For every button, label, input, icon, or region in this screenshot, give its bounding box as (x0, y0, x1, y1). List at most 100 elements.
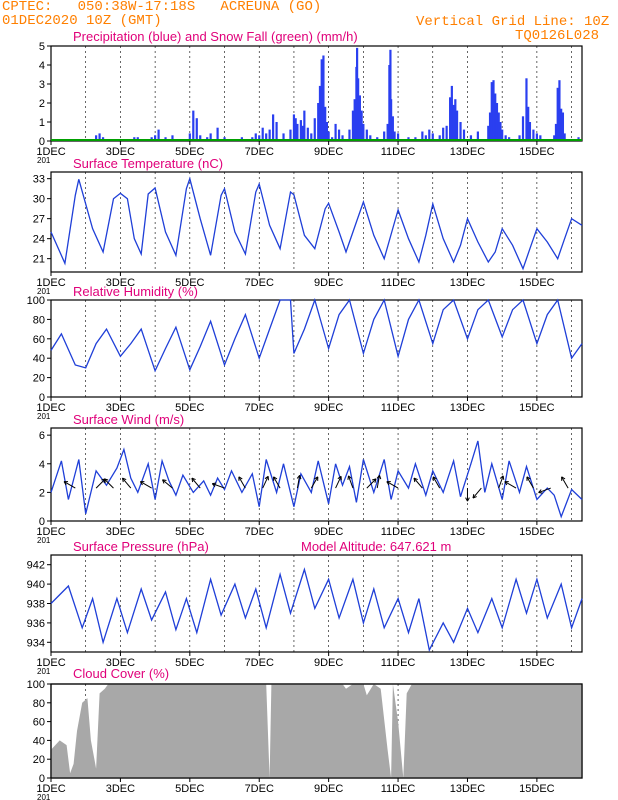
x-tick-label: 13DEC (450, 783, 486, 795)
precip-bar (334, 123, 337, 141)
precip-bar (501, 129, 504, 141)
x-tick-label: 15DEC (519, 402, 555, 414)
panel-frame (50, 171, 583, 273)
wind-arrow-head (139, 481, 143, 486)
x-tick-label: 1DEC (36, 277, 65, 289)
precip-bar (445, 125, 448, 141)
wind-arrow-head (561, 476, 566, 480)
precip-bar (272, 114, 275, 141)
wind-arrow (538, 487, 551, 494)
wind-arrow-head (465, 497, 468, 502)
panel-pressure: Surface Pressure (hPa) Model Altitude: 64… (27, 539, 583, 676)
panel-title: Precipitation (blue) and Snow Fall (gree… (73, 29, 358, 44)
y-tick-label: 0 (39, 392, 45, 404)
wind-arrow-shaft (122, 477, 132, 489)
x-tick-label: 15DEC (519, 277, 555, 289)
x-tick-label: 1DEC (36, 402, 65, 414)
x-year-label: 201 (37, 536, 51, 545)
precip-bar (313, 118, 316, 141)
precip-bar (95, 135, 98, 141)
wind-arrow-shaft (310, 476, 319, 489)
precip-bar (488, 112, 492, 141)
y-tick-label: 20 (33, 754, 45, 766)
precip-bar (268, 129, 271, 141)
wind-arrow-head (299, 475, 302, 480)
y-tick-label: 940 (27, 579, 45, 591)
x-tick-label: 13DEC (450, 146, 486, 158)
wind-arrow-shaft (526, 476, 534, 489)
y-tick-label: 40 (33, 353, 45, 365)
precip-bar (254, 133, 257, 141)
precip-bar (428, 129, 431, 141)
panel-frame-top (50, 683, 583, 779)
wind-arrow-shaft (504, 481, 517, 489)
header-grid-note: Vertical Grid Line: 10Z (416, 14, 610, 30)
y-tick-label: 0 (39, 136, 45, 148)
x-tick-label: 11DEC (381, 657, 416, 669)
wind-arrow (211, 482, 225, 489)
wind-arrow-shaft (561, 476, 569, 489)
precip-bar (299, 120, 302, 141)
precip-bar (192, 110, 195, 141)
x-tick-label: 3DEC (106, 146, 135, 158)
x-tick-label: 3DEC (106, 402, 135, 414)
precip-bar (383, 131, 386, 141)
wind-arrow-head (376, 474, 380, 479)
precip-bar (195, 118, 198, 141)
wind-arrow-head (526, 476, 531, 480)
wind-arrow (191, 477, 201, 489)
wind-arrow (504, 481, 517, 489)
precip-bar (322, 55, 325, 141)
y-tick-label: 60 (33, 717, 45, 729)
wind-arrow-head (264, 475, 269, 480)
wind-arrow (498, 475, 505, 489)
precip-bar (556, 87, 559, 141)
x-tick-label: 7DEC (245, 277, 274, 289)
precip-bar (539, 135, 542, 141)
wind-arrow-shaft (366, 478, 377, 489)
precip-bar (357, 78, 360, 141)
wind-arrow-shaft (472, 487, 482, 499)
panel-title: Surface Wind (m/s) (73, 412, 184, 427)
wind-arrow (347, 475, 354, 489)
precip-bar (369, 135, 372, 141)
x-tick-label: 13DEC (450, 526, 486, 538)
precip-bar (421, 131, 424, 141)
precip-bar (561, 112, 565, 141)
x-tick-label: 5DEC (175, 783, 204, 795)
wind-arrow-head (162, 479, 165, 484)
x-year-label: 201 (37, 156, 51, 165)
wind-arrow (310, 476, 319, 489)
y-tick-label: 80 (33, 314, 45, 326)
wind-arrow-head (379, 475, 382, 480)
x-tick-label: 11DEC (381, 146, 416, 158)
precip-bar (492, 80, 495, 141)
precip-bar (296, 123, 299, 141)
wind-arrow-head (374, 478, 377, 483)
wind-arrow-head (296, 474, 301, 479)
wind-arrow-shaft (191, 477, 201, 489)
panel-wind: Surface Wind (m/s) 0 2 4 6 1DEC 3DEC 5DEC 7DEC 9D… (36, 412, 583, 545)
precip-bar (310, 133, 313, 141)
x-tick-label: 15DEC (519, 146, 555, 158)
wind-arrow (386, 481, 399, 489)
x-tick-label: 15DEC (519, 526, 555, 538)
wind-arrow-head (212, 482, 217, 485)
precip-bar (431, 133, 434, 141)
precip-bar (341, 135, 344, 141)
x-tick-label: 5DEC (175, 657, 204, 669)
panel-title: Relative Humidity (%) (73, 284, 198, 299)
panel-temp: Surface Temperature (nC) 21 24 27 30 33 1DEC 3D… (33, 156, 583, 296)
precip-bar (553, 135, 556, 141)
x-tick-label: 3DEC (106, 657, 135, 669)
temp-line (50, 176, 583, 271)
precip-bar (452, 104, 455, 141)
x-tick-label: 11DEC (381, 783, 416, 795)
wind-arrow-head (502, 475, 505, 480)
precip-bar (391, 116, 394, 141)
x-tick-label: 5DEC (175, 526, 204, 538)
precip-bar (292, 114, 296, 141)
header-date: 01DEC2020 10Z (GMT) (2, 13, 162, 29)
wind-arrow-head (538, 492, 543, 494)
x-tick-label: 15DEC (519, 783, 555, 795)
